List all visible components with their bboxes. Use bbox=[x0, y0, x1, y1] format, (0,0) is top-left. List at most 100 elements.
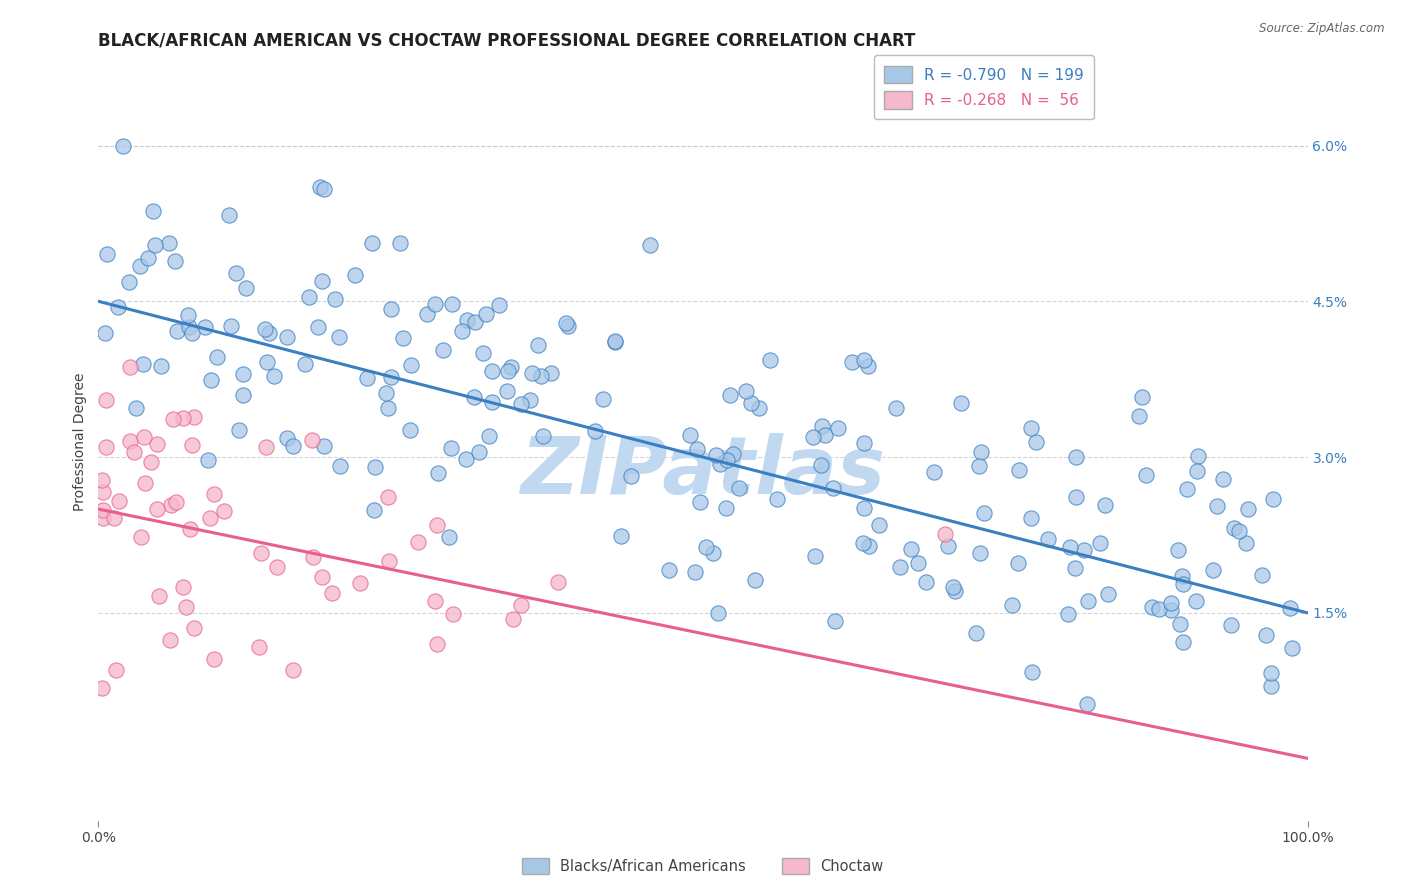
Point bbox=[467, 445, 489, 459]
Point bbox=[364, 459, 387, 474]
Point bbox=[1008, 462, 1031, 476]
Point bbox=[198, 510, 221, 524]
Point bbox=[478, 429, 501, 443]
Point bbox=[1130, 390, 1153, 404]
Point bbox=[225, 266, 247, 280]
Point bbox=[200, 373, 222, 387]
Point bbox=[1140, 599, 1163, 614]
Point bbox=[451, 324, 474, 338]
Point bbox=[1170, 617, 1192, 632]
Point bbox=[143, 237, 166, 252]
Point bbox=[858, 539, 880, 553]
Point bbox=[1173, 577, 1195, 591]
Point bbox=[1073, 542, 1095, 557]
Point bbox=[463, 390, 485, 404]
Y-axis label: Professional Degree: Professional Degree bbox=[73, 372, 87, 511]
Point bbox=[235, 281, 257, 295]
Point bbox=[1254, 628, 1277, 642]
Point bbox=[183, 409, 205, 424]
Point bbox=[1205, 499, 1227, 513]
Point bbox=[900, 541, 922, 556]
Point bbox=[197, 452, 219, 467]
Point bbox=[495, 384, 517, 399]
Point bbox=[827, 421, 849, 435]
Point bbox=[406, 534, 429, 549]
Point bbox=[363, 503, 385, 517]
Point bbox=[94, 326, 117, 341]
Point bbox=[91, 503, 114, 517]
Point bbox=[180, 326, 202, 340]
Point bbox=[94, 393, 117, 408]
Point bbox=[967, 459, 990, 474]
Point bbox=[1160, 596, 1182, 610]
Point bbox=[1171, 569, 1194, 583]
Point bbox=[824, 614, 846, 628]
Point bbox=[810, 458, 832, 473]
Point bbox=[401, 358, 423, 372]
Point bbox=[415, 307, 437, 321]
Point bbox=[868, 517, 890, 532]
Point bbox=[456, 313, 478, 327]
Text: Source: ZipAtlas.com: Source: ZipAtlas.com bbox=[1260, 22, 1385, 36]
Point bbox=[91, 511, 114, 525]
Point bbox=[1094, 498, 1116, 512]
Point bbox=[1281, 640, 1303, 655]
Point bbox=[685, 566, 707, 580]
Point bbox=[934, 527, 956, 541]
Point bbox=[943, 584, 966, 599]
Point bbox=[803, 549, 825, 563]
Point bbox=[392, 330, 415, 344]
Point bbox=[374, 385, 396, 400]
Point bbox=[811, 419, 834, 434]
Point bbox=[166, 324, 188, 338]
Point bbox=[969, 445, 991, 459]
Point bbox=[281, 663, 304, 677]
Point bbox=[329, 458, 352, 473]
Point bbox=[294, 358, 316, 372]
Point bbox=[1220, 617, 1243, 632]
Point bbox=[481, 395, 503, 409]
Point bbox=[205, 350, 228, 364]
Text: ZIPatlas: ZIPatlas bbox=[520, 433, 886, 511]
Point bbox=[96, 246, 118, 260]
Point bbox=[129, 259, 152, 273]
Point bbox=[498, 364, 520, 378]
Point bbox=[91, 474, 114, 488]
Point bbox=[942, 580, 965, 594]
Point bbox=[592, 392, 614, 407]
Point bbox=[302, 550, 325, 565]
Point bbox=[132, 358, 155, 372]
Point bbox=[149, 359, 172, 373]
Point bbox=[321, 585, 343, 599]
Point bbox=[118, 434, 141, 448]
Point bbox=[312, 182, 335, 196]
Point bbox=[356, 371, 378, 385]
Point bbox=[380, 370, 402, 384]
Point bbox=[1149, 602, 1171, 616]
Point bbox=[499, 359, 522, 374]
Point bbox=[1260, 679, 1282, 693]
Point bbox=[1021, 665, 1043, 679]
Point bbox=[257, 326, 280, 341]
Point bbox=[464, 315, 486, 329]
Point bbox=[1076, 697, 1098, 711]
Point bbox=[377, 401, 399, 415]
Point bbox=[456, 452, 478, 467]
Point bbox=[266, 560, 288, 574]
Point bbox=[740, 396, 762, 410]
Point bbox=[159, 633, 181, 648]
Point bbox=[139, 455, 162, 469]
Point bbox=[1090, 535, 1112, 549]
Point bbox=[194, 320, 217, 334]
Point bbox=[232, 367, 254, 381]
Point bbox=[256, 355, 278, 369]
Point bbox=[852, 536, 875, 550]
Point bbox=[212, 504, 235, 518]
Point bbox=[1063, 560, 1085, 574]
Point bbox=[973, 506, 995, 520]
Point bbox=[620, 468, 643, 483]
Point bbox=[704, 448, 727, 462]
Point bbox=[129, 530, 152, 544]
Point bbox=[344, 268, 367, 283]
Point bbox=[1279, 600, 1302, 615]
